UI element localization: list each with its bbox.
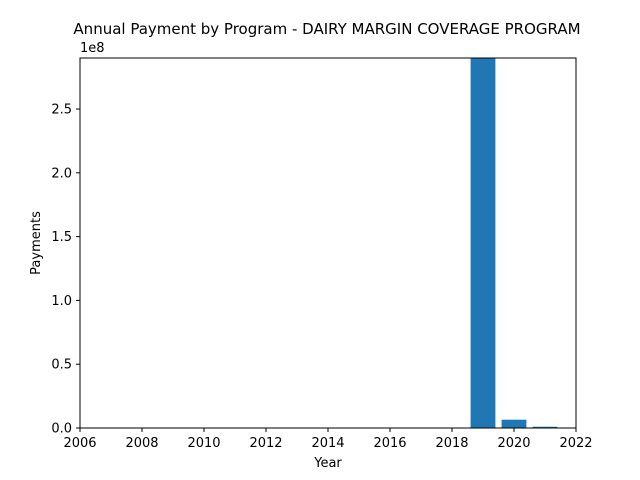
x-tick-label: 2010 [187, 436, 220, 451]
bar-2019 [470, 58, 496, 428]
x-tick-label: 2008 [125, 436, 158, 451]
y-tick-label: 1.5 [51, 230, 72, 245]
y-tick-label: 2.0 [51, 166, 72, 181]
bar-2021 [532, 426, 558, 428]
y-tick-label: 2.5 [51, 103, 72, 118]
x-axis-label: Year [313, 456, 342, 471]
x-tick-label: 2016 [373, 436, 406, 451]
x-tick-label: 2012 [249, 436, 282, 451]
y-tick-label: 0.0 [51, 422, 72, 437]
y-axis-label: Payments [29, 211, 44, 275]
bar-2020 [501, 419, 527, 428]
x-axis-ticks: 2006 2008 2010 2012 2014 2016 2018 2020 2022 [63, 428, 593, 451]
bars [470, 58, 558, 428]
x-tick-label: 2006 [63, 436, 96, 451]
plot-frame [79, 57, 577, 429]
x-tick-label: 2022 [559, 436, 592, 451]
y-axis-ticks: 0.0 0.5 1.0 1.5 2.0 2.5 [51, 103, 80, 437]
x-tick-label: 2014 [311, 436, 344, 451]
y-offset-label: 1e8 [80, 41, 105, 56]
x-tick-label: 2020 [497, 436, 530, 451]
y-tick-label: 1.0 [51, 294, 72, 309]
x-tick-label: 2018 [435, 436, 468, 451]
y-tick-label: 0.5 [51, 358, 72, 373]
chart-title: Annual Payment by Program - DAIRY MARGIN… [73, 20, 580, 38]
